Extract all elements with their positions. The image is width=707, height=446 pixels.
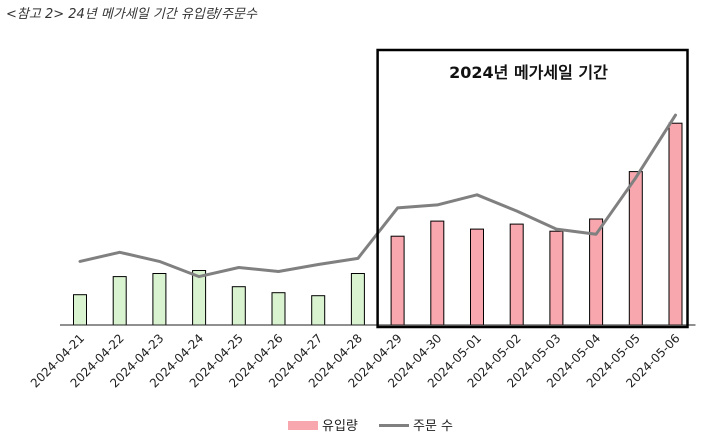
bar-2024-04-22 <box>112 276 127 326</box>
bar-2024-04-29 <box>390 235 405 326</box>
bar-2024-05-03 <box>549 230 564 326</box>
x-axis-ticks: 2024-04-212024-04-222024-04-232024-04-24… <box>28 331 683 390</box>
legend-swatch-inflow <box>288 421 318 430</box>
legend: 유입량 주문 수 <box>288 419 453 434</box>
legend-label-orders: 주문 수 <box>413 419 453 434</box>
bar-2024-04-25 <box>231 286 246 326</box>
sale-period-label: 2024년 메가세일 기간 <box>449 63 608 82</box>
bar-2024-04-30 <box>430 220 445 326</box>
bar-series <box>73 122 683 326</box>
bar-2024-04-21 <box>73 294 87 326</box>
bar-2024-04-24 <box>192 270 207 326</box>
bar-2024-05-01 <box>470 228 484 326</box>
bar-2024-04-26 <box>271 292 286 326</box>
sale-period-box <box>376 48 689 329</box>
bar-2024-04-28 <box>350 273 365 326</box>
legend-label-inflow: 유입량 <box>322 419 358 434</box>
bar-2024-04-23 <box>152 273 167 326</box>
figure-caption: <참고 2> 24년 메가세일 기간 유입량/주문수 <box>6 7 258 22</box>
bar-2024-05-06 <box>668 122 683 326</box>
bar-2024-05-02 <box>509 223 524 326</box>
bar-2024-05-05 <box>628 171 643 326</box>
bar-2024-04-27 <box>311 295 326 326</box>
